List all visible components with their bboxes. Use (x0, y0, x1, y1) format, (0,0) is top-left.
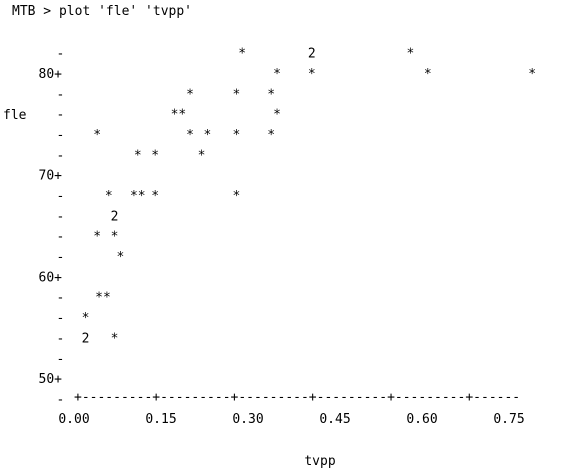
x-axis-label: tvpp (304, 454, 335, 469)
data-point: ** (95, 291, 111, 306)
data-point: * (82, 311, 90, 326)
data-point: * (232, 87, 240, 102)
data-point: * (151, 189, 159, 204)
data-point: * (151, 148, 159, 163)
data-point: * (424, 67, 432, 82)
y-minor-tick: - (57, 291, 65, 306)
data-point: * (238, 47, 246, 62)
data-point: * (134, 148, 142, 163)
data-point: * (186, 128, 194, 143)
y-minor-tick: - (57, 189, 65, 204)
y-minor-tick: - (57, 108, 65, 123)
x-axis-tick-labels: 0.00 0.15 0.30 0.45 0.60 0.75 (58, 412, 524, 427)
data-point: * (111, 230, 119, 245)
y-minor-tick: - (57, 311, 65, 326)
y-minor-tick: - (57, 209, 65, 224)
y-minor-tick: - (57, 392, 65, 407)
data-point: * (198, 148, 206, 163)
data-point: ** (130, 189, 146, 204)
y-minor-tick: - (57, 230, 65, 245)
data-point: * (308, 67, 316, 82)
x-axis-rule: +---------+---------+---------+---------… (74, 390, 520, 405)
data-point: 2 (82, 331, 90, 346)
data-point: * (267, 128, 275, 143)
x-tick-label: 0.75 (493, 412, 524, 427)
x-tick-label: 0.30 (232, 412, 263, 427)
data-point: * (273, 67, 281, 82)
data-point: 2 (308, 47, 316, 62)
data-point: * (232, 189, 240, 204)
data-point: * (406, 47, 414, 62)
data-point: * (273, 108, 281, 123)
data-point: * (116, 250, 124, 265)
y-minor-tick: - (57, 352, 65, 367)
data-point: * (267, 87, 275, 102)
x-tick-label: 0.60 (406, 412, 437, 427)
minitab-command: MTB > plot 'fle' 'tvpp' (12, 4, 193, 19)
y-minor-tick: - (57, 250, 65, 265)
data-point: * (111, 331, 119, 346)
y-minor-tick: - (57, 87, 65, 102)
data-point: ** (171, 108, 187, 123)
x-tick-label: 0.15 (145, 412, 176, 427)
y-minor-tick: - (57, 148, 65, 163)
data-point: * (232, 128, 240, 143)
data-point: * (93, 128, 101, 143)
x-tick-label: 0.45 (319, 412, 350, 427)
y-minor-tick: - (57, 331, 65, 346)
plot-points: * 2 ** * * ** * *** ** * * * ** * ** ** * *2* *****2 * (82, 47, 536, 347)
data-point: * (186, 87, 194, 102)
y-axis-label: fle (3, 108, 27, 123)
data-point: * (203, 128, 211, 143)
y-tick-label: 80+ (39, 67, 63, 82)
data-point: * (93, 230, 101, 245)
y-tick-label: 60+ (39, 270, 63, 285)
y-tick-label: 70+ (39, 169, 63, 184)
data-point: * (105, 189, 113, 204)
y-axis: - 80+ - - - - 70+ - - - - 60+ - - - - 50+ - (39, 47, 65, 408)
x-tick-label: 0.00 (58, 412, 89, 427)
y-minor-tick: - (57, 128, 65, 143)
y-tick-label: 50+ (39, 372, 63, 387)
y-minor-tick: - (57, 47, 65, 62)
data-point: 2 (111, 209, 119, 224)
data-point: * (528, 67, 536, 82)
